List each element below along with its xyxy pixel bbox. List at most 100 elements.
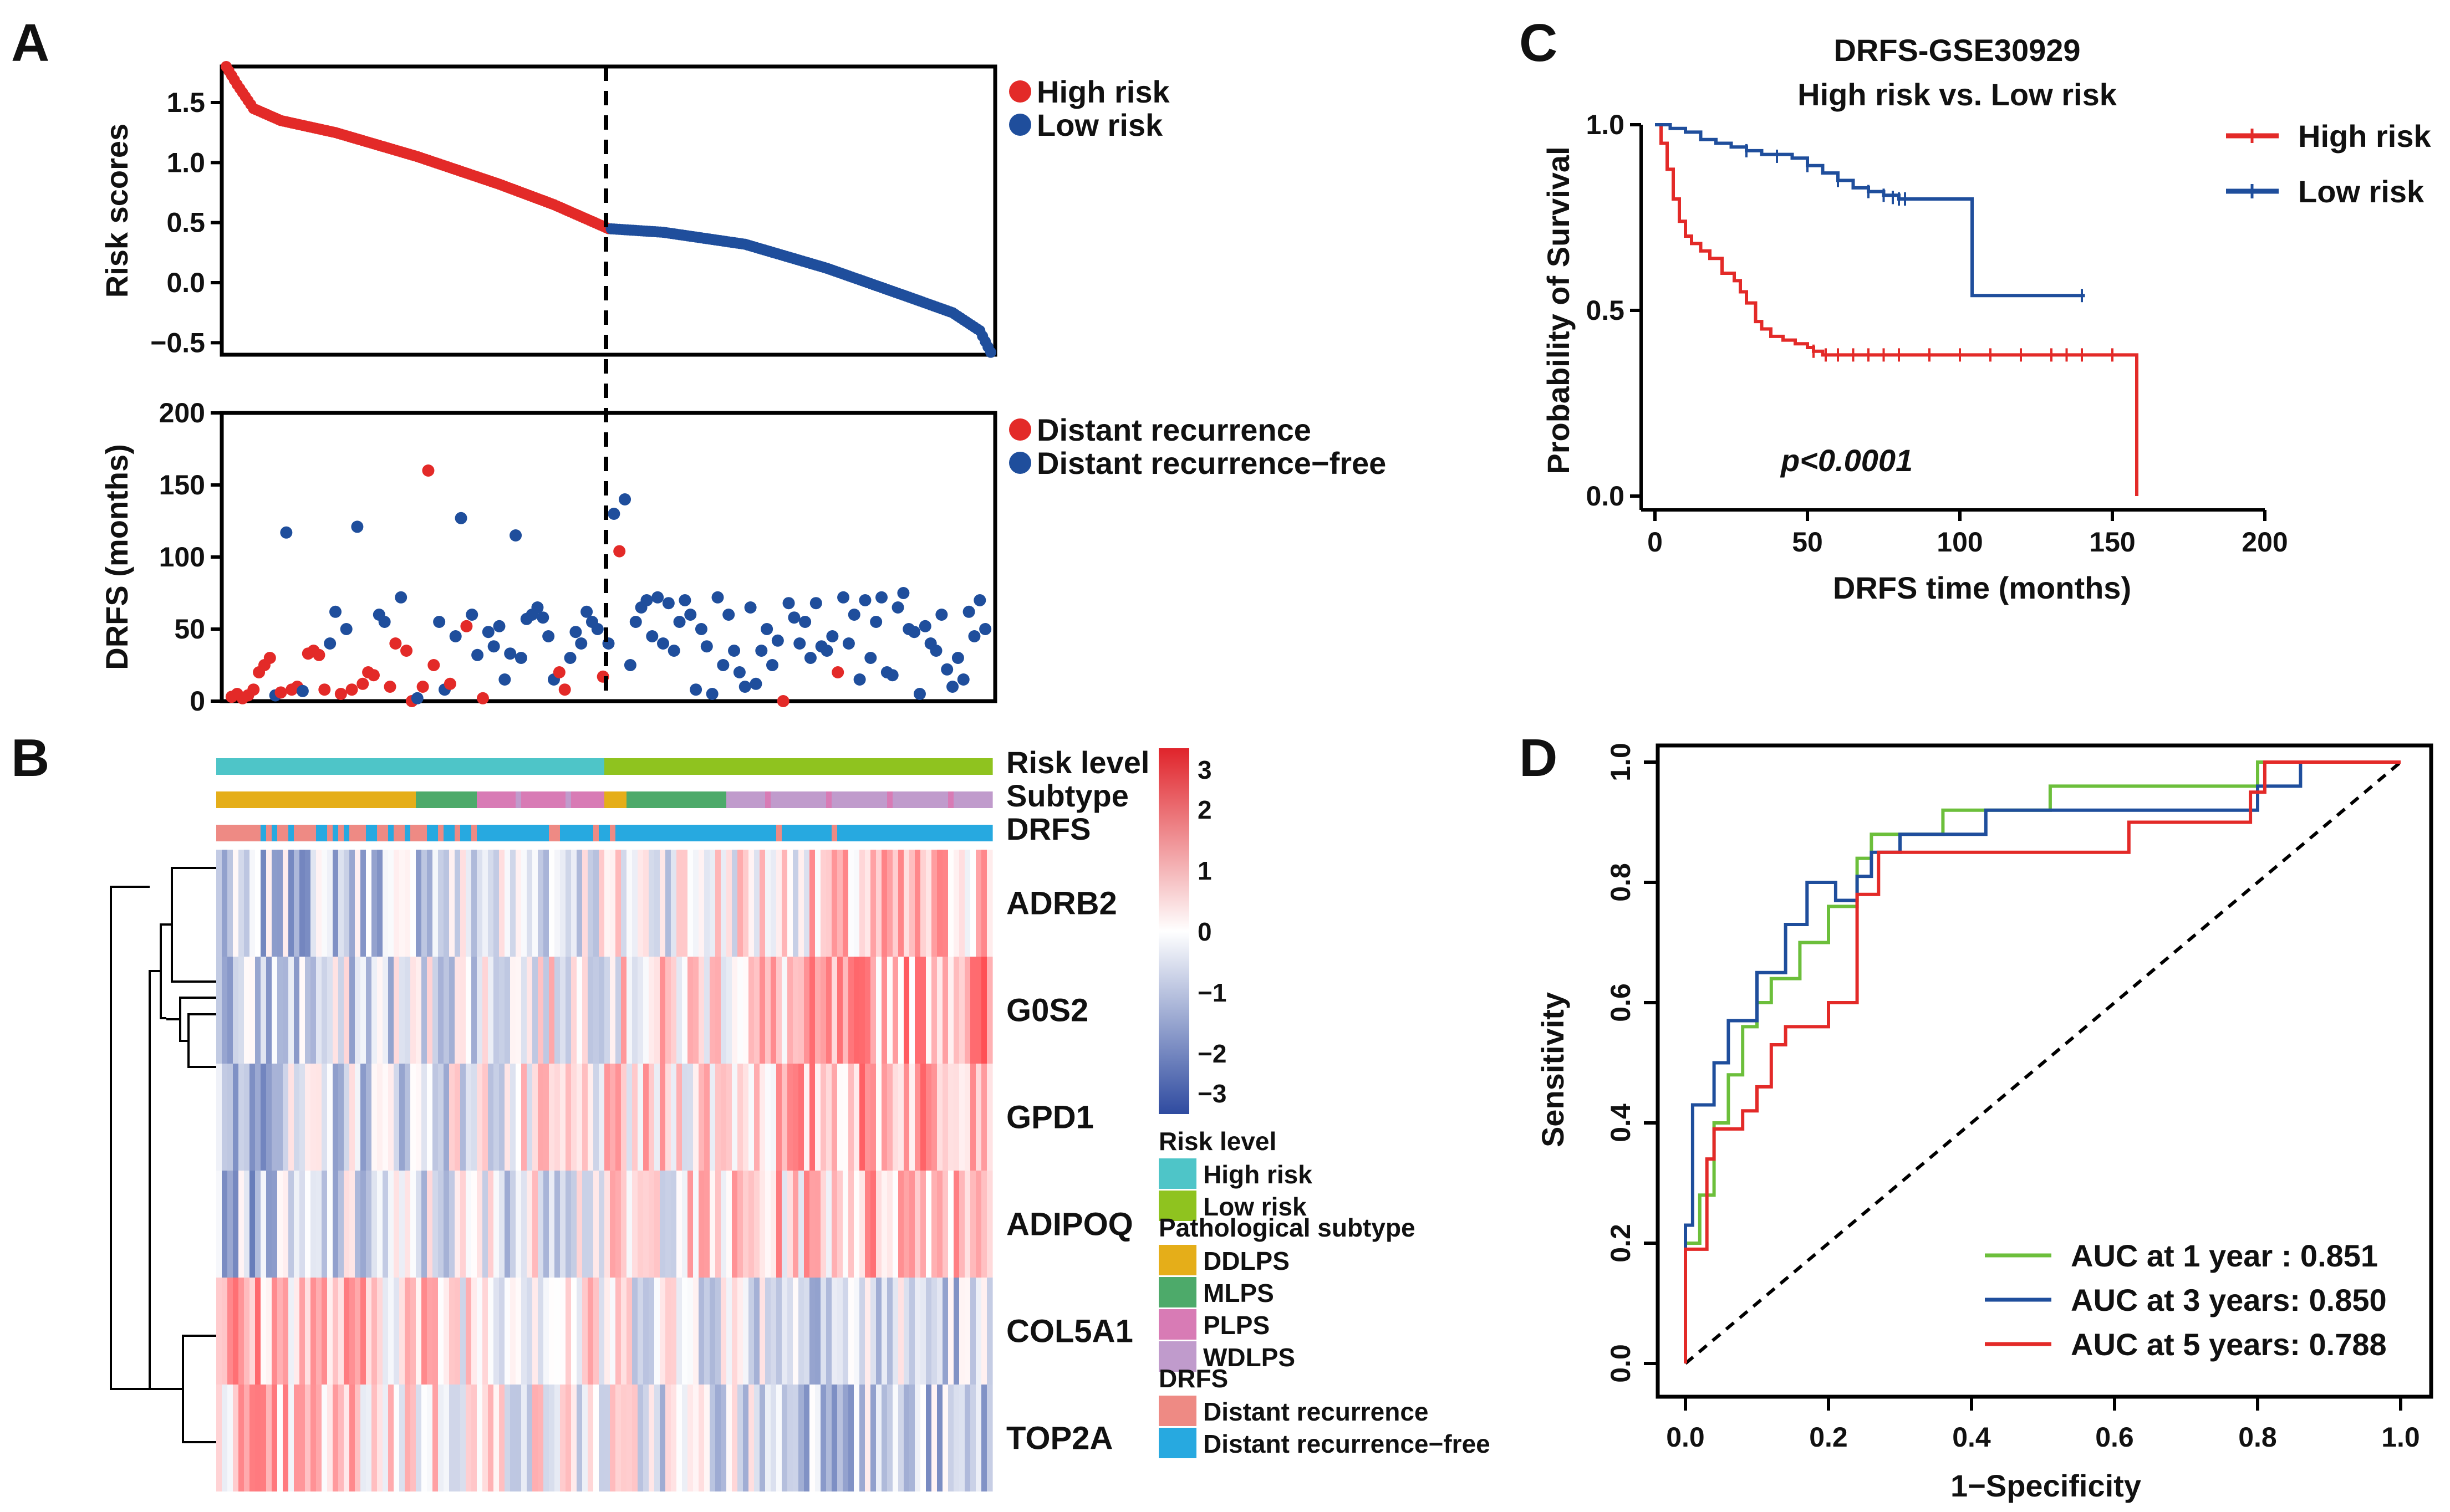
annot-drfs-cell [294,825,300,841]
annot-risk-cell [599,758,605,775]
annot-drfs-cell [649,825,655,841]
annot-subtype-cell [626,791,633,808]
drfs-point-free [575,637,588,650]
heatmap-cell [937,850,943,957]
annot-drfs-cell [266,825,272,841]
heatmap-cell [554,957,561,1064]
heatmap-legend-label: Distant recurrence−free [1203,1429,1490,1458]
annot-risk-cell [355,758,361,775]
heatmap-cell [560,1385,566,1491]
heatmap-cell [920,1385,926,1491]
annot-risk-cell [626,758,633,775]
heatmap-cell [216,1171,222,1278]
heatmap-cell [516,1385,522,1491]
annot-subtype-cell [288,791,294,808]
heatmap-cell [626,1171,633,1278]
heatmap-cell [604,850,610,957]
heatmap-cell [588,1064,594,1171]
annot-subtype-cell [399,791,405,808]
drfs-point-free [744,601,757,614]
annot-drfs-cell [305,825,311,841]
annot-drfs-cell [410,825,416,841]
heatmap-cell [272,1064,278,1171]
heatmap-cell [743,1171,749,1278]
annot-risk-cell [283,758,289,775]
heatmap-cell [760,1171,766,1278]
drfs-point-free [510,529,522,542]
heatmap-cell [371,1385,378,1491]
gene-label: COL5A1 [1006,1314,1133,1350]
heatmap-cell [821,1278,827,1385]
annot-drfs-cell [516,825,522,841]
heatmap-cell [505,1064,511,1171]
annot-subtype-cell [632,791,638,808]
annot-subtype-cell [577,791,583,808]
heatmap-cell [687,1278,694,1385]
annot-subtype-cell [355,791,361,808]
heatmap-cell [338,850,344,957]
heatmap-cell [471,1064,477,1171]
heatmap-cell [310,850,317,957]
annot-subtype-cell [837,791,843,808]
heatmap-cell [937,1278,943,1385]
annot-subtype-cell [771,791,777,808]
annot-subtype-cell [876,791,882,808]
heatmap-cell [538,957,544,1064]
annot-subtype-cell [943,791,949,808]
heatmap-cell [582,1385,588,1491]
heatmap-cell [316,850,322,957]
drfs-point-recurrence [416,681,429,693]
heatmap-cell [626,1385,633,1491]
annot-subtype-cell [427,791,433,808]
annot-risk-cell [305,758,311,775]
heatmap-cell [543,1385,549,1491]
annot-risk-cell [676,758,682,775]
heatmap-cell [693,1385,699,1491]
heatmap-cell [410,957,416,1064]
heatmap-cell [621,1385,627,1491]
heatmap-cell [582,850,588,957]
risk-score-ytick-label: 1.0 [166,147,205,178]
annot-risk-cell [737,758,743,775]
heatmap-cell [577,957,583,1064]
heatmap-cell [693,1171,699,1278]
heatmap-cell [432,1171,439,1278]
heatmap-cell [981,1171,987,1278]
heatmap-cell [771,1278,777,1385]
drfs-point-recurrence [460,620,473,632]
heatmap-cell [848,850,854,957]
heatmap-cell [277,1385,283,1491]
heatmap-cell [965,1385,971,1491]
heatmap-cell [687,1171,694,1278]
heatmap-cell [488,957,494,1064]
heatmap-cell [693,850,699,957]
annot-drfs-cell [488,825,494,841]
heatmap-cell [266,1171,272,1278]
annot-drfs-cell [793,825,799,841]
heatmap-cell [327,957,333,1064]
annot-drfs-cell [444,825,450,841]
heatmap-cell [776,1171,782,1278]
drfs-point-free [569,626,582,638]
risk-score-ytick-label: 0.5 [166,207,205,238]
annot-drfs-cell [394,825,400,841]
heatmap-cell [893,957,899,1064]
heatmap-cell [837,1171,843,1278]
heatmap-legend-label: WDLPS [1203,1343,1295,1372]
annot-subtype-cell [976,791,982,808]
heatmap-cell [405,1064,411,1171]
heatmap-cell [904,1278,910,1385]
annot-subtype-cell [272,791,278,808]
heatmap-cell [887,1278,893,1385]
heatmap-cell [649,850,655,957]
heatmap-cell [654,1064,660,1171]
drfs-ytick-label: 0 [190,686,205,717]
drfs-point-free [504,647,517,660]
heatmap-cell [815,957,821,1064]
heatmap-cell [510,850,516,957]
drfs-point-free [482,626,495,638]
annot-risk-cell [837,758,843,775]
heatmap-cell [699,1171,705,1278]
annot-drfs-cell [882,825,888,841]
annot-drfs-cell [604,825,610,841]
